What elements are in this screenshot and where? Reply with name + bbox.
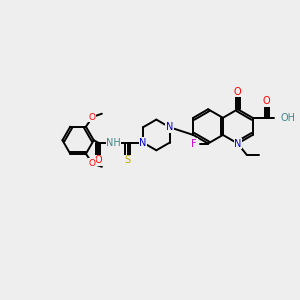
Text: N: N xyxy=(234,139,242,148)
Text: O: O xyxy=(263,96,271,106)
Text: NH: NH xyxy=(106,138,121,148)
Text: N: N xyxy=(166,122,173,132)
Text: S: S xyxy=(124,155,131,165)
Text: F: F xyxy=(191,139,197,148)
Text: O: O xyxy=(89,159,96,168)
Text: N: N xyxy=(140,138,147,148)
Text: O: O xyxy=(234,86,242,97)
Text: OH: OH xyxy=(281,113,296,123)
Text: O: O xyxy=(89,113,96,122)
Text: O: O xyxy=(94,155,102,165)
